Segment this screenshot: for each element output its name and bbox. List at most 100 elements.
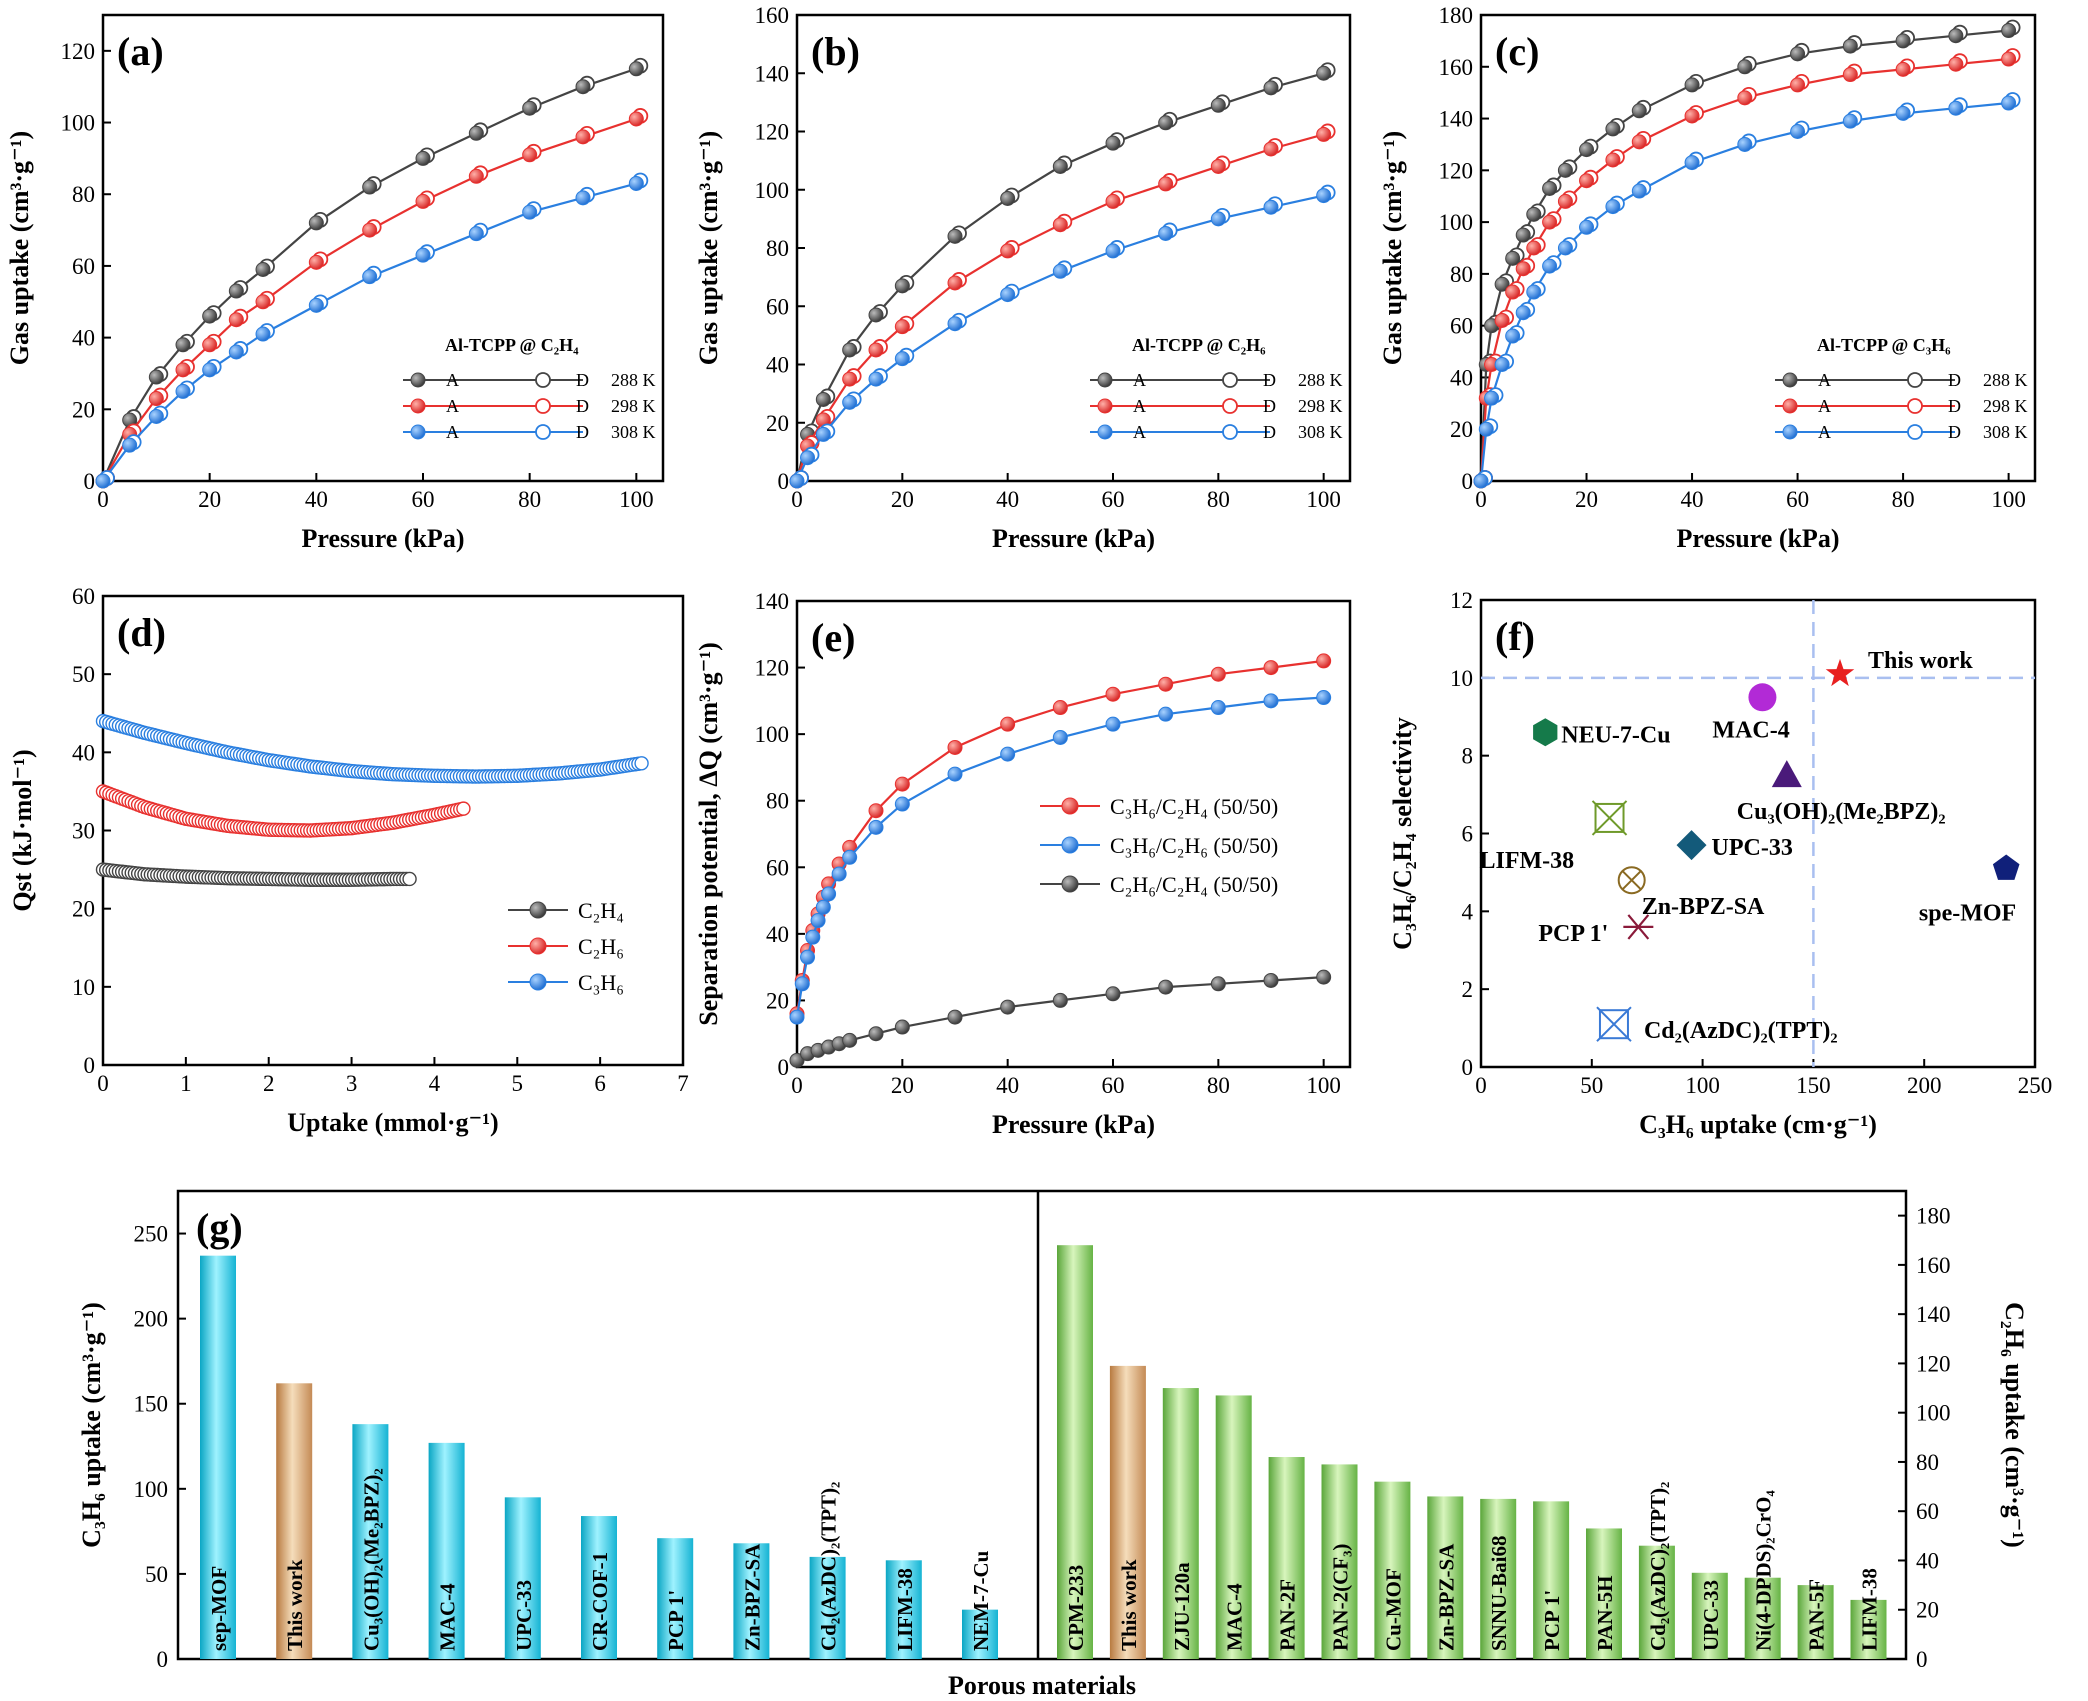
data-point: [868, 342, 884, 358]
x-tick-label: 1: [180, 1071, 192, 1096]
x-tick-label: 150: [1796, 1073, 1831, 1098]
data-point: [456, 801, 471, 816]
data-point: [1631, 103, 1647, 119]
y-tick-label: 80: [766, 236, 789, 261]
legend-marker-text: A: [446, 422, 459, 442]
plot-frame: [1479, 13, 2037, 483]
bar: [1744, 1577, 1781, 1659]
legend-series-name: 288 K: [1983, 370, 2028, 390]
legend-marker-text: D: [1263, 396, 1276, 416]
y-tick-label: 40: [72, 326, 95, 351]
data-point: [1631, 134, 1647, 150]
y-axis-label: C₃H₆ uptake (cm³·g⁻¹): [77, 1302, 106, 1548]
data-point: [1684, 155, 1700, 171]
bar: [962, 1609, 998, 1659]
x-tick-label: 20: [198, 487, 221, 512]
data-point: [1842, 38, 1858, 54]
bar: [504, 1497, 541, 1659]
data-point: [1842, 113, 1858, 129]
data-point: [1579, 219, 1595, 235]
legend-marker-adsorption: [410, 372, 426, 388]
y-tick-label: 160: [1439, 55, 1474, 80]
y-tick-label: 50: [145, 1562, 168, 1587]
y-tick-label: 180: [1439, 3, 1474, 28]
y-axis-label: C₂H₆ uptake (cm³·g⁻¹): [2000, 1302, 2029, 1548]
bar: [1427, 1496, 1464, 1659]
data-point: [228, 344, 244, 360]
data-point: [789, 473, 805, 489]
y-tick-label: 0: [157, 1647, 169, 1672]
data-point: [1105, 243, 1121, 259]
y-axis-label: Gas uptake (cm³·g⁻¹): [5, 131, 34, 365]
data-point: [1557, 162, 1573, 178]
bar: [1638, 1545, 1675, 1659]
bar-label: UPC-33: [512, 1580, 536, 1651]
data-point: [1316, 690, 1332, 706]
y-tick-label: 8: [1462, 744, 1474, 769]
series-line: [1479, 101, 2009, 482]
legend-series-name: 308 K: [611, 422, 656, 442]
box-marker: [1598, 1009, 1629, 1040]
data-point: [868, 803, 884, 819]
y-tick-label: 0: [778, 469, 790, 494]
legend-marker-text: D: [1948, 422, 1961, 442]
bar-label: Zn-BPZ-SA: [1434, 1543, 1458, 1651]
data-point: [894, 1019, 910, 1035]
data-point: [1000, 243, 1016, 259]
bar: [352, 1424, 389, 1659]
data-point: [1478, 421, 1494, 437]
legend-series-name: C₃H₆/C₂H₄ (50/50): [1110, 794, 1278, 819]
data-point: [415, 193, 431, 209]
scatter-point: [1617, 866, 1646, 895]
y-tick-label: 20: [72, 397, 95, 422]
scatter-point: [1825, 658, 1855, 687]
data-point: [805, 929, 821, 945]
panel-label: (a): [117, 29, 164, 74]
data-point: [894, 278, 910, 294]
x-tick-label: 250: [2018, 1073, 2053, 1098]
y-tick-label: 20: [1916, 1598, 1939, 1623]
data-point: [415, 247, 431, 263]
legend-series-name: C₂H₆: [578, 934, 624, 959]
y-axis-label: Gas uptake (cm³·g⁻¹): [1378, 131, 1407, 365]
bar-label: CR-COF-1: [588, 1552, 612, 1651]
y-tick-label: 60: [72, 584, 95, 609]
legend-marker-text: A: [1133, 422, 1146, 442]
x-tick-label: 80: [1207, 1073, 1230, 1098]
data-point: [1579, 173, 1595, 189]
data-point: [95, 473, 111, 489]
data-point: [1790, 124, 1806, 139]
bar-label: PCP 1': [664, 1590, 688, 1651]
data-point: [894, 351, 910, 367]
bar: [1797, 1585, 1834, 1659]
x-tick-label: 0: [97, 487, 109, 512]
legend-series-name: 298 K: [1983, 396, 2028, 416]
scatter-point: [1748, 683, 1777, 712]
data-point: [1158, 115, 1174, 131]
data-point: [1605, 152, 1621, 168]
data-point: [1263, 972, 1279, 988]
bar-label: PAN-5F: [1805, 1579, 1829, 1651]
asterisk-marker: [1623, 914, 1654, 940]
y-tick-label: 4: [1462, 899, 1474, 924]
data-point: [362, 179, 378, 195]
data-point: [1105, 986, 1121, 1002]
x-tick-label: 0: [97, 1071, 109, 1096]
bar-label: NEM-7-Cu: [969, 1550, 993, 1651]
diamond-marker: [1676, 830, 1707, 861]
x-tick-label: 0: [791, 487, 803, 512]
legend-marker-desorption: [535, 398, 551, 414]
data-point: [1605, 199, 1621, 215]
y-tick-label: 20: [766, 988, 789, 1013]
bar-label: MAC-4: [1223, 1583, 1247, 1651]
data-point: [842, 1032, 858, 1048]
data-point: [947, 316, 963, 332]
bar-label: sep-MOF: [207, 1566, 231, 1651]
data-point: [868, 819, 884, 835]
x-tick-label: 40: [305, 487, 328, 512]
y-tick-label: 100: [755, 178, 790, 203]
legend-marker-text: A: [1133, 396, 1146, 416]
y-tick-label: 60: [766, 294, 789, 319]
legend-marker-text: D: [576, 396, 589, 416]
